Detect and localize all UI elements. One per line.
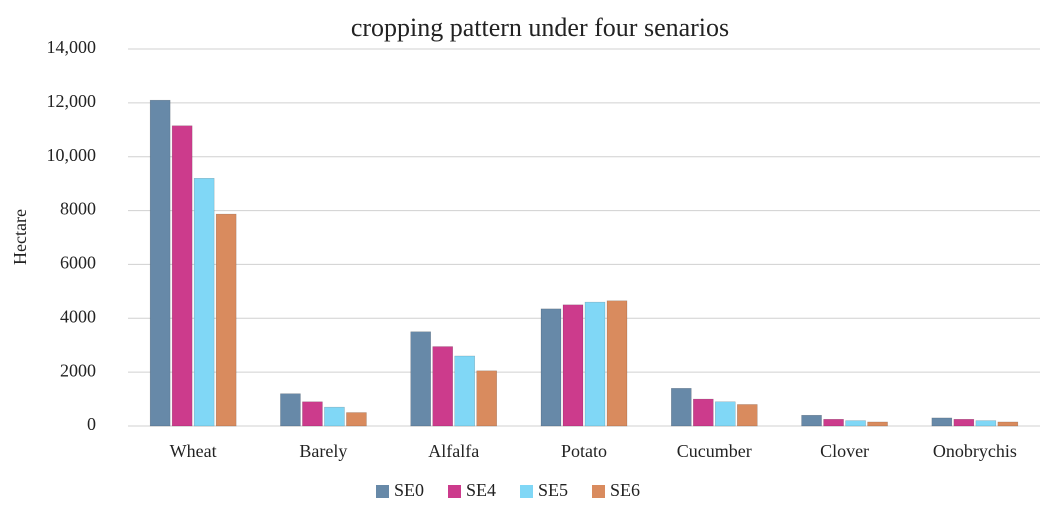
- legend-swatch: [448, 485, 461, 498]
- bar: [432, 346, 453, 427]
- bar: [606, 300, 628, 427]
- bar: [997, 421, 1019, 427]
- bar: [346, 412, 367, 427]
- bar: [953, 419, 975, 427]
- bar: [476, 370, 497, 427]
- bar: [931, 417, 953, 427]
- x-tick-label: Alfalfa: [428, 441, 479, 461]
- legend-swatch: [592, 485, 605, 498]
- bar: [149, 99, 171, 427]
- legend-label: SE6: [610, 480, 640, 500]
- x-tick-label: Potato: [561, 441, 607, 461]
- legend-label: SE4: [466, 480, 496, 500]
- y-tick-label: 0: [87, 414, 96, 434]
- x-tick-label: Onobrychis: [933, 441, 1017, 461]
- legend-label: SE0: [394, 480, 424, 500]
- y-tick-label: 14,000: [47, 37, 97, 57]
- x-tick-label: Wheat: [170, 441, 217, 461]
- bar: [562, 304, 584, 427]
- y-axis-label: Hectare: [10, 209, 30, 265]
- y-tick-label: 2000: [60, 360, 96, 380]
- bar: [193, 178, 215, 427]
- bar: [540, 308, 562, 427]
- bar: [410, 331, 431, 427]
- y-tick-label: 8000: [60, 199, 96, 219]
- x-tick-label: Barely: [299, 441, 347, 461]
- bar: [737, 404, 758, 427]
- y-tick-label: 6000: [60, 253, 96, 273]
- legend-label: SE5: [538, 480, 568, 500]
- bar: [693, 398, 714, 427]
- legend-swatch: [376, 485, 389, 498]
- bar: [302, 401, 323, 427]
- bar: [280, 393, 301, 427]
- x-tick-label: Clover: [820, 441, 869, 461]
- bar: [171, 125, 193, 427]
- bar: [975, 420, 997, 427]
- bar: [454, 355, 475, 427]
- bar: [671, 388, 692, 427]
- chart-title: cropping pattern under four senarios: [351, 13, 729, 42]
- bar: [823, 419, 844, 427]
- bar: [215, 213, 237, 427]
- x-tick-label: Cucumber: [677, 441, 752, 461]
- y-tick-label: 12,000: [47, 91, 97, 111]
- bar: [801, 414, 822, 427]
- bar: [845, 420, 866, 427]
- y-tick-label: 10,000: [47, 145, 97, 165]
- y-tick-label: 4000: [60, 306, 96, 326]
- bar: [715, 401, 736, 427]
- bar: [584, 301, 606, 427]
- bar: [867, 421, 888, 427]
- bar: [324, 406, 345, 427]
- legend-swatch: [520, 485, 533, 498]
